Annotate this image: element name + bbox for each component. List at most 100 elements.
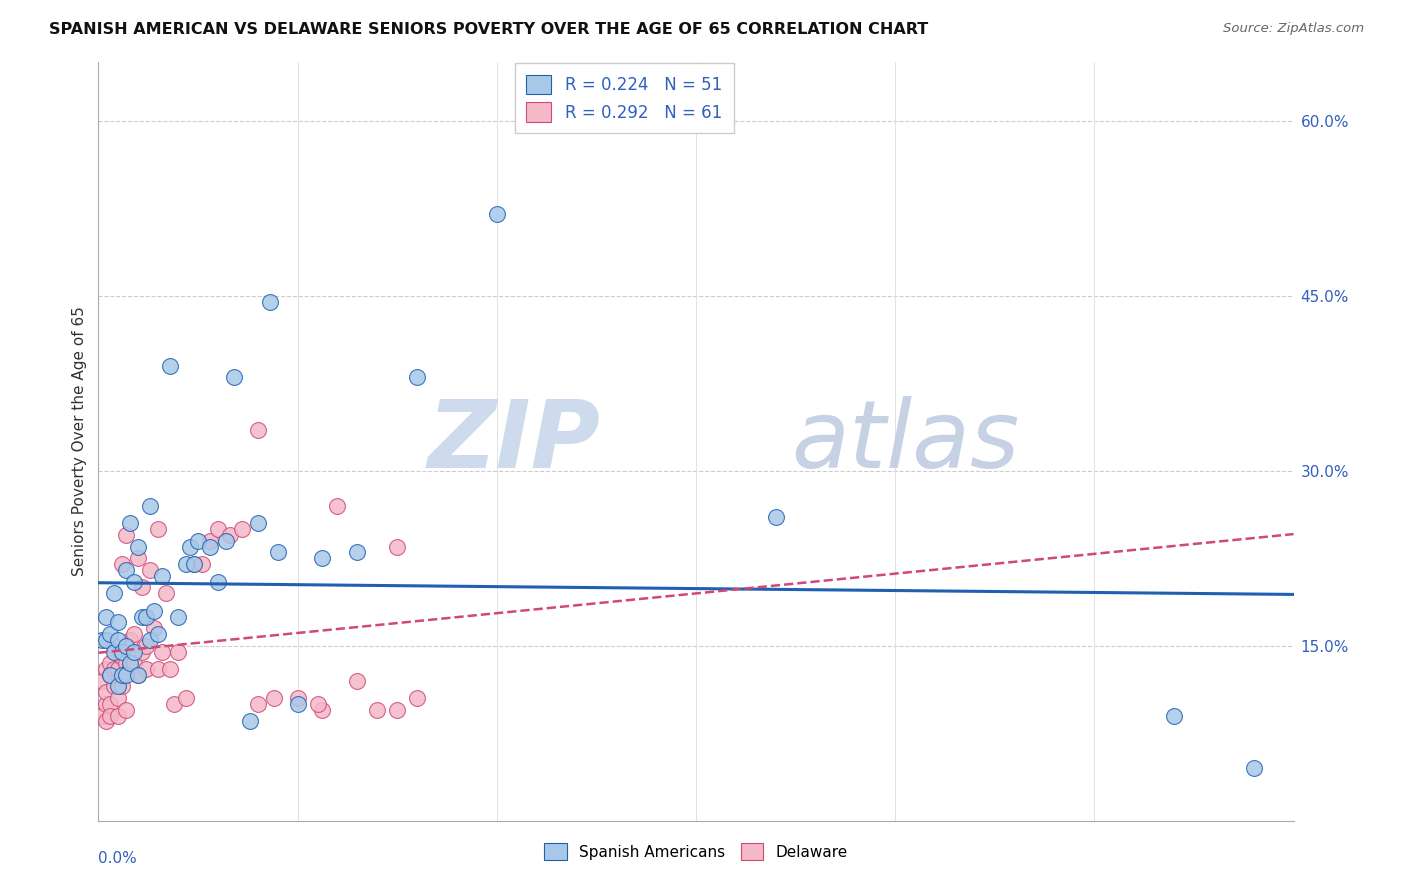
Point (120, 662, 142, 676)
Point (307, 697, 329, 711)
Point (765, 510, 787, 524)
Text: ZIP: ZIP (427, 395, 600, 488)
Text: SPANISH AMERICAN VS DELAWARE SENIORS POVERTY OVER THE AGE OF 65 CORRELATION CHAR: SPANISH AMERICAN VS DELAWARE SENIORS POV… (49, 22, 928, 37)
Point (96, 685, 118, 699)
Point (198, 540, 221, 554)
Point (98, 627, 122, 641)
Point (174, 557, 197, 571)
Point (96, 609, 118, 624)
Point (215, 533, 238, 548)
Point (246, 516, 269, 531)
Point (107, 680, 129, 694)
Point (103, 639, 125, 653)
Point (98, 708, 122, 723)
Point (107, 708, 129, 723)
Point (239, 714, 262, 729)
Point (98, 697, 122, 711)
Point (120, 656, 142, 670)
Point (219, 528, 242, 542)
Legend: Spanish Americans, Delaware: Spanish Americans, Delaware (538, 838, 853, 866)
Point (111, 557, 134, 571)
Point (246, 697, 269, 711)
Point (103, 680, 125, 694)
Point (148, 627, 170, 641)
Point (139, 563, 162, 577)
Point (98, 656, 122, 670)
Point (346, 545, 368, 559)
Point (98, 668, 122, 682)
Point (150, 644, 173, 658)
Point (91, 708, 114, 723)
Point (115, 528, 138, 542)
Point (183, 557, 205, 571)
Point (96, 632, 118, 647)
Point (198, 533, 221, 548)
Point (174, 691, 197, 706)
Point (326, 499, 349, 513)
Point (96, 697, 118, 711)
Point (311, 703, 333, 717)
Point (246, 423, 269, 437)
Point (111, 668, 134, 682)
Point (124, 656, 146, 670)
Point (107, 691, 129, 706)
Point (287, 697, 309, 711)
Point (135, 609, 157, 624)
Point (346, 673, 368, 688)
Point (207, 522, 229, 536)
Point (111, 680, 134, 694)
Point (107, 662, 129, 676)
Point (207, 574, 229, 589)
Point (311, 551, 333, 566)
Point (111, 650, 134, 665)
Point (115, 563, 138, 577)
Point (191, 557, 214, 571)
Point (406, 691, 429, 706)
Point (485, 207, 508, 221)
Point (115, 656, 138, 670)
Point (111, 644, 134, 658)
Point (98, 668, 122, 682)
Point (263, 691, 285, 706)
Point (143, 621, 166, 635)
Point (148, 662, 170, 676)
Point (115, 668, 138, 682)
Point (124, 644, 146, 658)
Point (103, 586, 125, 600)
Text: Source: ZipAtlas.com: Source: ZipAtlas.com (1223, 22, 1364, 36)
Point (96, 714, 118, 729)
Point (222, 370, 245, 384)
Point (150, 568, 173, 582)
Point (385, 540, 409, 554)
Point (267, 545, 290, 559)
Point (231, 522, 253, 536)
Point (127, 668, 149, 682)
Point (135, 639, 157, 653)
Point (179, 540, 201, 554)
Point (139, 632, 162, 647)
Point (159, 359, 181, 373)
Point (385, 703, 409, 717)
Point (183, 557, 205, 571)
Point (115, 703, 138, 717)
Point (127, 668, 149, 682)
Point (124, 574, 146, 589)
Text: 0.0%: 0.0% (98, 851, 138, 866)
Point (135, 662, 157, 676)
Point (143, 604, 166, 618)
Point (131, 644, 153, 658)
Point (259, 294, 281, 309)
Point (107, 615, 129, 630)
Point (103, 644, 125, 658)
Point (366, 703, 388, 717)
Point (120, 632, 142, 647)
Point (406, 370, 429, 384)
Point (159, 662, 181, 676)
Point (187, 533, 209, 548)
Point (131, 580, 153, 594)
Point (115, 639, 138, 653)
Point (103, 662, 125, 676)
Point (155, 586, 177, 600)
Point (167, 609, 190, 624)
Point (1243, 761, 1265, 775)
